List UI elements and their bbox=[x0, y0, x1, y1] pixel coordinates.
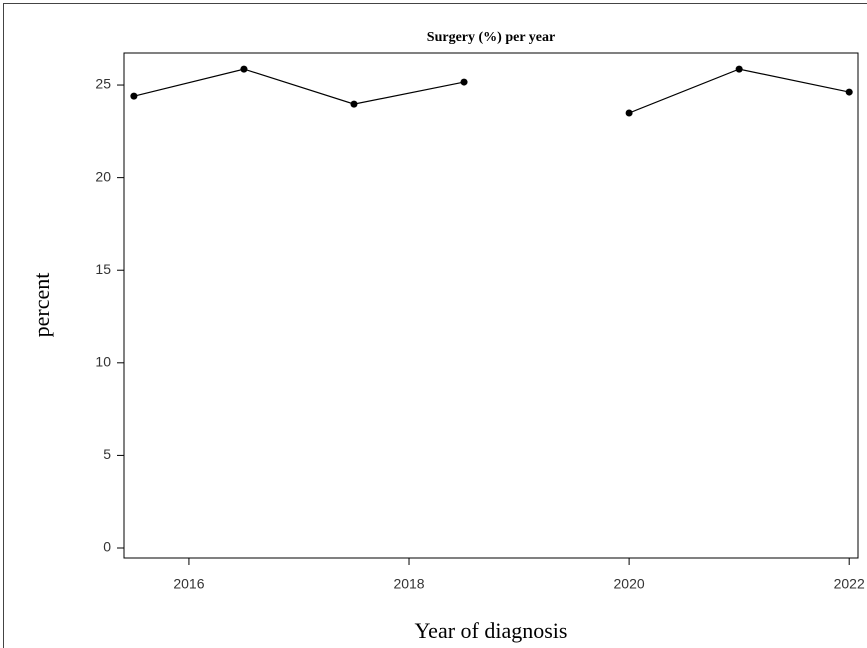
point bbox=[460, 78, 468, 86]
y-tick-label: 25 bbox=[95, 76, 111, 92]
x-tick-label: 2016 bbox=[173, 576, 204, 592]
point bbox=[350, 100, 358, 108]
point bbox=[845, 88, 853, 96]
x-tick-label: 2022 bbox=[834, 576, 865, 592]
y-tick-label: 5 bbox=[103, 446, 111, 462]
chart-title: Surgery (%) per year bbox=[427, 30, 555, 45]
frame bbox=[3, 3, 867, 648]
point bbox=[625, 109, 633, 117]
point bbox=[130, 92, 138, 100]
point bbox=[240, 65, 248, 73]
y-axis-label: percent bbox=[29, 273, 54, 338]
plot-area bbox=[123, 52, 859, 559]
point bbox=[735, 65, 743, 73]
y-tick-label: 10 bbox=[95, 354, 111, 370]
x-axis-label: Year of diagnosis bbox=[415, 618, 568, 643]
y-tick-label: 0 bbox=[103, 539, 111, 555]
line bbox=[133, 68, 850, 114]
y-tick-label: 20 bbox=[95, 168, 111, 184]
x-tick-label: 2020 bbox=[614, 576, 645, 592]
y-tick-label: 15 bbox=[95, 261, 111, 277]
x-tick-label: 2018 bbox=[393, 576, 424, 592]
